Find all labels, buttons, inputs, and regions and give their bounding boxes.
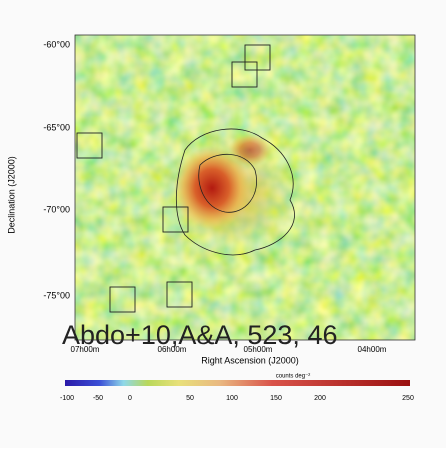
emission-knot [228, 134, 272, 166]
y-tick-label: -60°00 [43, 39, 70, 49]
boxes [76, 44, 271, 313]
y-axis-label: Declination (J2000) [6, 156, 16, 234]
colorbar-tick-label: 200 [314, 395, 326, 402]
map-frame [74, 34, 416, 341]
colorbar-tick-label: 250 [402, 395, 414, 402]
colorbar-tick-label: 50 [186, 395, 194, 402]
sky-map [74, 34, 416, 341]
colorbar [65, 380, 410, 386]
y-tick-label: -70°00 [43, 204, 70, 214]
colorbar-tick-label: 150 [270, 395, 282, 402]
y-tick-label: -65°00 [43, 122, 70, 132]
contour [198, 153, 257, 213]
citation-overlay: Abdo+10,A&A, 523, 46 [62, 320, 337, 350]
x-axis-label: Right Ascension (J2000) [201, 355, 299, 365]
bright-emission [174, 146, 250, 230]
y-tick-label: -75°00 [43, 290, 70, 300]
x-tick-label: 07h00m [71, 345, 100, 354]
colorbar-tick-label: -100 [60, 395, 74, 402]
x-tick-label: 06h00m [158, 345, 187, 354]
x-tick-label: 05h00m [244, 345, 273, 354]
colorbar-tick-label: 100 [226, 395, 238, 402]
colorbar-tick-label: 0 [128, 395, 132, 402]
x-tick-label: 04h00m [358, 345, 387, 354]
contour [175, 128, 295, 256]
colorbar-tick-label: -50 [93, 395, 103, 402]
colorbar-label: counts deg⁻² [276, 374, 311, 380]
